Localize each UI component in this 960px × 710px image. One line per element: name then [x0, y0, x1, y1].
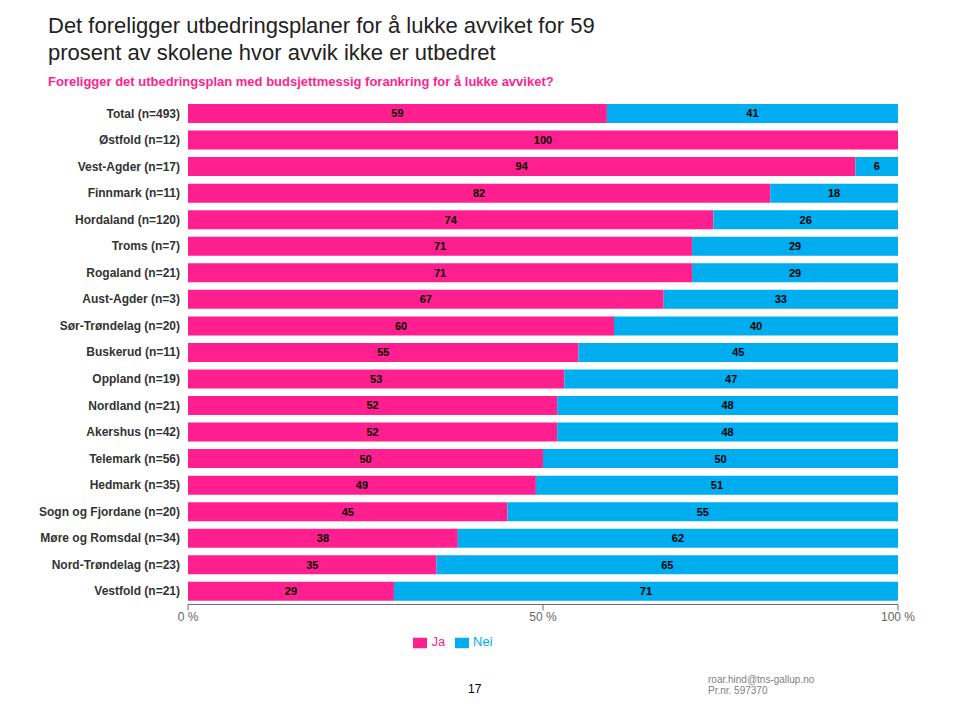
svg-text:Nordland (n=21): Nordland (n=21): [88, 399, 180, 413]
svg-text:55: 55: [697, 506, 709, 518]
svg-text:50 %: 50 %: [529, 610, 557, 624]
svg-text:Finnmark (n=11): Finnmark (n=11): [88, 186, 180, 200]
svg-text:Rogaland (n=21): Rogaland (n=21): [86, 266, 180, 280]
svg-text:47: 47: [725, 373, 737, 385]
svg-text:41: 41: [746, 107, 758, 119]
svg-text:60: 60: [395, 320, 407, 332]
svg-text:100: 100: [534, 134, 552, 146]
svg-text:65: 65: [661, 559, 673, 571]
svg-text:Oppland (n=19): Oppland (n=19): [92, 372, 180, 386]
svg-text:94: 94: [516, 160, 529, 172]
svg-text:100 %: 100 %: [881, 610, 915, 624]
svg-text:71: 71: [434, 267, 446, 279]
html-text:Ja: Ja: [431, 634, 446, 650]
svg-text:Akershus (n=42): Akershus (n=42): [86, 425, 180, 439]
svg-text:55: 55: [377, 346, 389, 358]
svg-text:Hedmark (n=35): Hedmark (n=35): [90, 478, 180, 492]
svg-text:45: 45: [732, 346, 744, 358]
svg-text:62: 62: [672, 532, 684, 544]
svg-text:0 %: 0 %: [178, 610, 199, 624]
svg-text:52: 52: [366, 426, 378, 438]
svg-text:Sogn og Fjordane (n=20): Sogn og Fjordane (n=20): [39, 505, 180, 519]
svg-text:Telemark (n=56): Telemark (n=56): [89, 452, 180, 466]
svg-text:35: 35: [306, 559, 318, 571]
svg-text:Buskerud (n=11): Buskerud (n=11): [86, 345, 180, 359]
svg-text:Hordaland (n=120): Hordaland (n=120): [75, 213, 180, 227]
svg-text:82: 82: [473, 187, 485, 199]
html-text:17: 17: [468, 682, 482, 696]
svg-text:Vestfold (n=21): Vestfold (n=21): [94, 584, 180, 598]
svg-text:67: 67: [420, 293, 432, 305]
svg-text:52: 52: [366, 399, 378, 411]
svg-text:29: 29: [285, 585, 297, 597]
svg-text:Aust-Agder (n=3): Aust-Agder (n=3): [82, 292, 180, 306]
svg-text:Nord-Trøndelag (n=23): Nord-Trøndelag (n=23): [52, 558, 180, 572]
svg-text:51: 51: [711, 479, 723, 491]
html-text:Det foreligger utbedringsplane: Det foreligger utbedringsplaner for å lu…: [48, 13, 595, 65]
svg-text:Sør-Trøndelag (n=20): Sør-Trøndelag (n=20): [60, 319, 180, 333]
svg-text:18: 18: [828, 187, 840, 199]
svg-text:6: 6: [874, 160, 880, 172]
svg-text:74: 74: [445, 214, 458, 226]
svg-text:49: 49: [356, 479, 368, 491]
svg-text:29: 29: [789, 240, 801, 252]
svg-text:71: 71: [434, 240, 446, 252]
svg-text:53: 53: [370, 373, 382, 385]
svg-text:48: 48: [721, 399, 733, 411]
svg-text:38: 38: [317, 532, 329, 544]
svg-text:45: 45: [342, 506, 354, 518]
svg-text:Troms (n=7): Troms (n=7): [112, 239, 180, 253]
svg-text:71: 71: [640, 585, 652, 597]
html-text:Foreligger det utbedringsplan: Foreligger det utbedringsplan med budsje…: [48, 74, 554, 89]
html-text:roar.hind@tns-gallup.no Pr.nr.: roar.hind@tns-gallup.no Pr.nr. 597370: [708, 674, 815, 696]
svg-text:Østfold (n=12): Østfold (n=12): [99, 133, 180, 147]
svg-text:33: 33: [775, 293, 787, 305]
svg-text:40: 40: [750, 320, 762, 332]
svg-text:59: 59: [391, 107, 403, 119]
svg-text:Møre og Romsdal (n=34): Møre og Romsdal (n=34): [40, 531, 180, 545]
svg-text:26: 26: [800, 214, 812, 226]
svg-text:50: 50: [714, 453, 726, 465]
svg-text:Vest-Agder (n=17): Vest-Agder (n=17): [78, 160, 180, 174]
svg-text:48: 48: [721, 426, 733, 438]
svg-text:Total (n=493): Total (n=493): [107, 107, 180, 121]
svg-text:29: 29: [789, 267, 801, 279]
html-text:Nei: Nei: [473, 634, 493, 650]
svg-text:50: 50: [359, 453, 371, 465]
